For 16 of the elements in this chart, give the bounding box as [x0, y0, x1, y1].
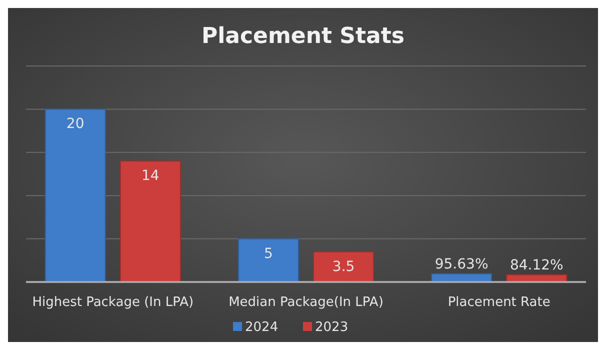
chart-title: Placement Stats [202, 24, 404, 49]
text: 2024 [245, 320, 278, 335]
bar [44, 108, 106, 282]
bar [313, 251, 374, 282]
bar [120, 160, 181, 282]
x-tick-label: Highest Package (In LPA) [32, 295, 194, 310]
data-label: 14 [142, 168, 160, 184]
data-label: 95.63% [434, 256, 488, 273]
legend-label: 2023 [315, 320, 348, 335]
data-label: 84.12% [510, 258, 564, 274]
x-tick-label: Median Package(In LPA) [228, 295, 384, 310]
x-tick-label: Placement Rate [448, 295, 550, 310]
data-label: 20 [66, 116, 84, 132]
bar [238, 238, 299, 282]
data-label: 3.5 [332, 258, 355, 275]
data-label: 5 [264, 246, 273, 262]
